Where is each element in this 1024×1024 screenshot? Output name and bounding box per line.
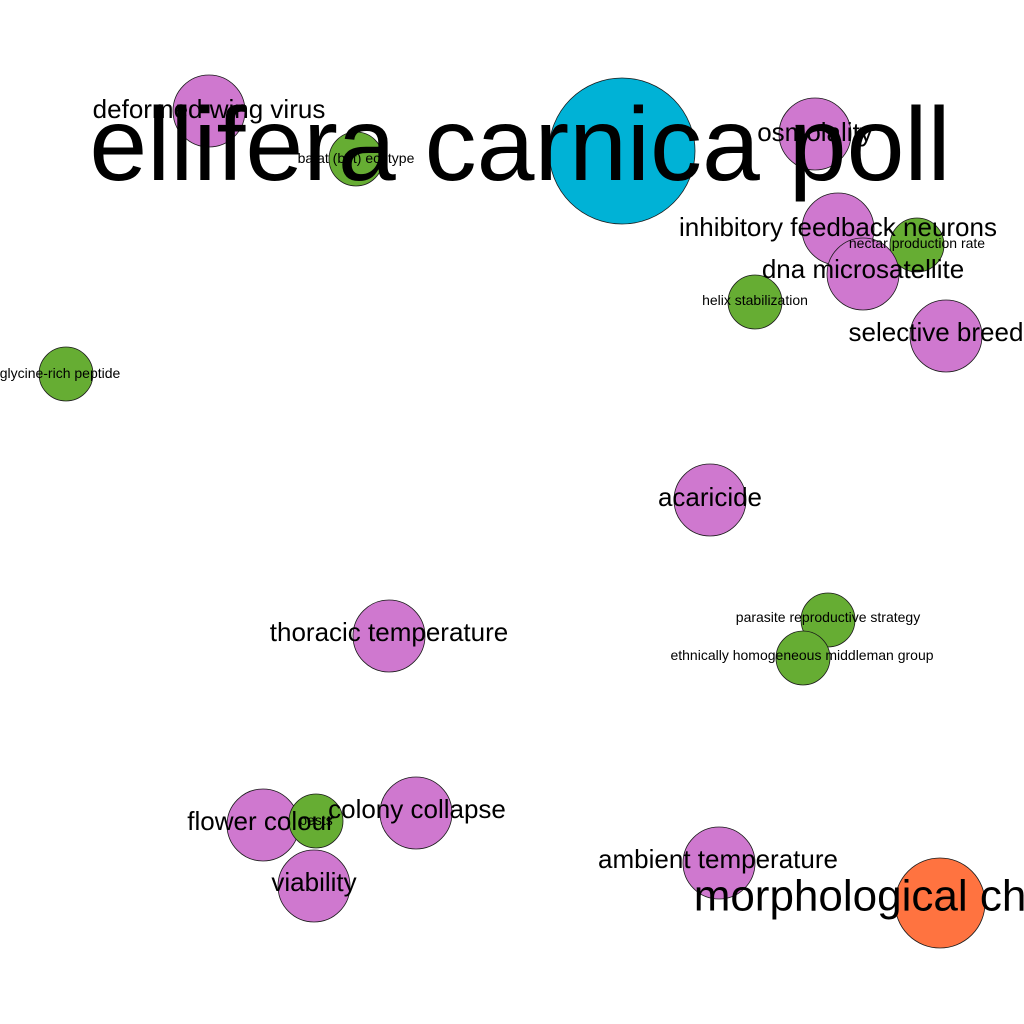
label-acaricide: acaricide (658, 482, 762, 512)
node-labels: ellifera carnica poll deformed wing viru… (0, 87, 1024, 921)
label-deformed-wing-virus: deformed wing virus (93, 94, 326, 124)
label-glycine-rich-peptide: glycine-rich peptide (0, 365, 121, 381)
label-apis-mellifera-carnica-pollen: ellifera carnica poll (89, 87, 950, 203)
label-selective-breeding: selective breed (849, 317, 1024, 347)
label-flower-colour: flower colour (187, 806, 335, 836)
label-osmolality: osmolality (757, 117, 873, 147)
node-nectar-production-rate[interactable] (889, 217, 945, 273)
label-colony-collapse: colony collapse (328, 794, 506, 824)
label-helix-stabilization: helix stabilization (702, 292, 808, 308)
node-glycine-rich-peptide[interactable] (38, 346, 94, 402)
label-morphological-change: morphological ch (694, 872, 1024, 921)
node-acaricide[interactable] (673, 463, 747, 537)
node-pests[interactable] (288, 793, 344, 849)
label-inhibitory-feedback-neurons: inhibitory feedback neurons (679, 212, 997, 242)
label-thoracic-temperature: thoracic temperature (270, 617, 508, 647)
node-bat-ecotype[interactable] (328, 131, 384, 187)
label-ethnically-homogeneous-middleman-group: ethnically homogeneous middleman group (670, 647, 933, 663)
node-apis-mellifera-carnica-pollen[interactable] (548, 77, 696, 225)
node-helix-stabilization[interactable] (727, 274, 783, 330)
label-pests: pests (299, 812, 332, 828)
node-deformed-wing-virus[interactable] (172, 74, 246, 148)
node-selective-breeding[interactable] (909, 299, 983, 373)
node-morphological-change[interactable] (894, 857, 986, 949)
label-viability: viability (271, 867, 356, 897)
label-bat-ecotype: batat (bet) ecotype (298, 150, 415, 166)
node-thoracic-temperature[interactable] (352, 599, 426, 673)
node-ambient-temperature[interactable] (682, 826, 756, 900)
label-ambient-temperature: ambient temperature (598, 844, 838, 874)
node-viability[interactable] (277, 849, 351, 923)
node-circles (38, 74, 986, 949)
node-ethnically-homogeneous-middleman-group[interactable] (775, 630, 831, 686)
node-dna-microsatellite[interactable] (826, 237, 900, 311)
label-parasite-reproductive-strategy: parasite reproductive strategy (736, 609, 920, 625)
label-nectar-production-rate: nectar production rate (849, 235, 985, 251)
node-osmolality[interactable] (778, 97, 852, 171)
label-dna-microsatellite: dna microsatellite (762, 254, 964, 284)
node-colony-collapse[interactable] (379, 776, 453, 850)
